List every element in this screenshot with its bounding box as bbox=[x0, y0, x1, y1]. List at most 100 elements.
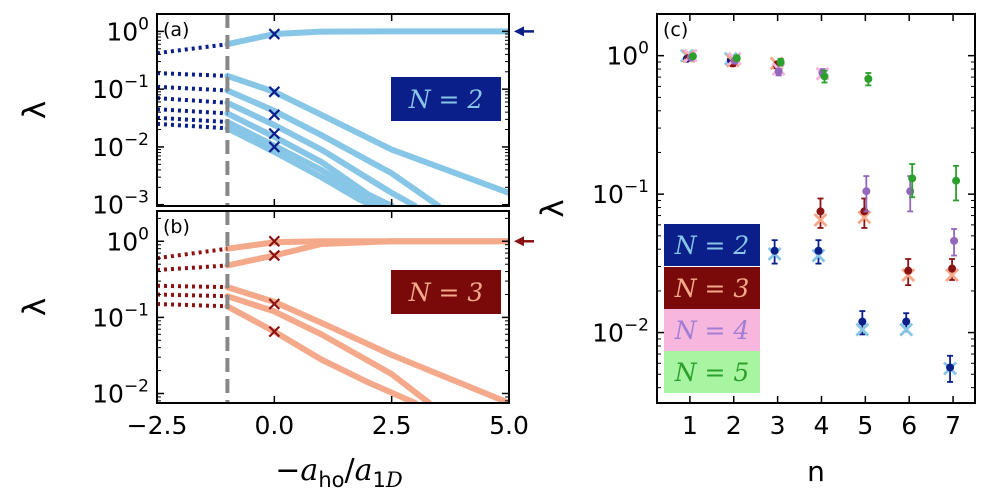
legend-label: N = 2 bbox=[674, 231, 750, 260]
series-line-4 bbox=[224, 110, 395, 206]
series-dotted-6 bbox=[157, 121, 228, 131]
cross-marker bbox=[899, 322, 914, 337]
panel-b: 100 10−1 10−2 −2.5 0.0 2.5 5.0 (b) λ N = 3 −aho/a1… bbox=[17, 210, 534, 492]
data-point bbox=[902, 317, 911, 326]
series-dotted-2 bbox=[157, 283, 228, 290]
data-point bbox=[814, 246, 823, 255]
cross-marker bbox=[811, 248, 826, 263]
x-marker-3 bbox=[268, 325, 281, 338]
x-tick-label: 0.0 bbox=[254, 411, 294, 440]
data-point bbox=[864, 74, 873, 83]
x-tick-label: 3 bbox=[770, 411, 786, 440]
series-line-2 bbox=[224, 87, 442, 206]
arrow-head bbox=[514, 236, 524, 247]
x-axis-label: n bbox=[807, 455, 825, 488]
series-dotted-5 bbox=[157, 115, 228, 124]
y-tick-label: 100 bbox=[606, 39, 649, 71]
y-tick-label: 10−2 bbox=[92, 130, 149, 162]
series-line-1 bbox=[224, 238, 509, 269]
legend-swatch bbox=[664, 351, 760, 393]
data-point bbox=[952, 176, 961, 185]
x-marker-1 bbox=[268, 86, 281, 98]
series-dotted-4 bbox=[157, 302, 228, 309]
data-point bbox=[732, 54, 741, 63]
data-point bbox=[862, 187, 871, 196]
x-marker-2 bbox=[268, 298, 281, 310]
data-point bbox=[688, 52, 697, 61]
series-dotted-1 bbox=[157, 263, 228, 272]
x-marker-2 bbox=[268, 109, 281, 121]
series-dotted-3 bbox=[157, 96, 228, 105]
series-dotted-0 bbox=[157, 42, 228, 56]
data-point bbox=[770, 246, 779, 255]
annotation-text: N = 2 bbox=[408, 85, 484, 114]
cross-marker bbox=[945, 268, 960, 283]
legend-swatch bbox=[664, 267, 760, 309]
y-tick-label: 10−3 bbox=[92, 188, 149, 220]
arrow-head bbox=[514, 26, 524, 37]
x-tick-label: 5 bbox=[857, 411, 873, 440]
series-line-2 bbox=[224, 284, 509, 403]
data-point bbox=[950, 236, 959, 245]
series-group bbox=[157, 28, 509, 206]
x-marker-0 bbox=[268, 28, 281, 40]
x-marker-0 bbox=[268, 235, 281, 248]
legend-label: N = 3 bbox=[674, 274, 750, 303]
x-tick-label: 2.5 bbox=[372, 411, 412, 440]
data-point bbox=[776, 58, 785, 67]
x-tick-label: 6 bbox=[901, 411, 917, 440]
cross-marker bbox=[813, 213, 828, 228]
y-axis-label: λ bbox=[17, 298, 53, 316]
data-point bbox=[948, 264, 957, 273]
x-tick-label: 5.0 bbox=[489, 411, 529, 440]
series-line-3 bbox=[224, 293, 433, 403]
data-point bbox=[904, 266, 913, 275]
axes-frame bbox=[656, 13, 976, 404]
x-tick-label: 4 bbox=[814, 411, 830, 440]
x-marker-4 bbox=[268, 141, 281, 153]
x-tick-label: −2.5 bbox=[127, 411, 188, 440]
y-tick-label: 100 bbox=[106, 14, 149, 46]
panel-label: (c) bbox=[663, 19, 688, 41]
x-tick-label: 7 bbox=[945, 411, 961, 440]
series-line-6 bbox=[224, 125, 376, 206]
legend-swatch bbox=[664, 224, 760, 266]
y-tick-label: 10−2 bbox=[92, 376, 149, 408]
series-dotted-2 bbox=[157, 84, 228, 93]
series-dotted-0 bbox=[157, 246, 228, 261]
data-point bbox=[908, 174, 917, 183]
series-dotted-3 bbox=[157, 292, 228, 299]
y-axis-label: λ bbox=[535, 199, 571, 217]
series-line-0 bbox=[224, 28, 509, 48]
series-line-5 bbox=[224, 119, 386, 206]
panel-label: (a) bbox=[163, 19, 189, 41]
annotation-box bbox=[391, 270, 501, 314]
legend: N = 2 N = 3 N = 4 N = 5 bbox=[664, 224, 760, 393]
y-axis-label: λ bbox=[17, 101, 53, 119]
x-axis-label: −aho/a1D bbox=[275, 453, 403, 492]
cross-marker bbox=[857, 210, 872, 225]
y-tick-label: 10−2 bbox=[592, 316, 649, 348]
annotation-text: N = 3 bbox=[408, 278, 484, 307]
y-tick-label: 10−1 bbox=[592, 177, 649, 209]
annotation-box bbox=[391, 77, 501, 121]
y-tick-label: 10−1 bbox=[92, 72, 149, 104]
data-point bbox=[858, 317, 867, 326]
x-marker-3 bbox=[268, 127, 281, 140]
y-tick-label: 10−1 bbox=[92, 300, 149, 332]
series-dotted-4 bbox=[157, 107, 228, 116]
data-point bbox=[774, 67, 783, 76]
axes-frame bbox=[156, 210, 510, 404]
panel-a: 100 10−1 10−2 10−3 (a) λ N = 2 bbox=[17, 13, 534, 220]
x-marker-1 bbox=[268, 249, 281, 262]
series-dotted-1 bbox=[157, 71, 228, 78]
data-point bbox=[816, 207, 825, 216]
legend-label: N = 5 bbox=[674, 358, 750, 387]
x-tick-label: 2 bbox=[726, 411, 742, 440]
series-line-4 bbox=[224, 303, 419, 403]
data-point bbox=[946, 363, 955, 372]
cross-marker bbox=[901, 268, 916, 283]
data-point bbox=[820, 72, 829, 81]
